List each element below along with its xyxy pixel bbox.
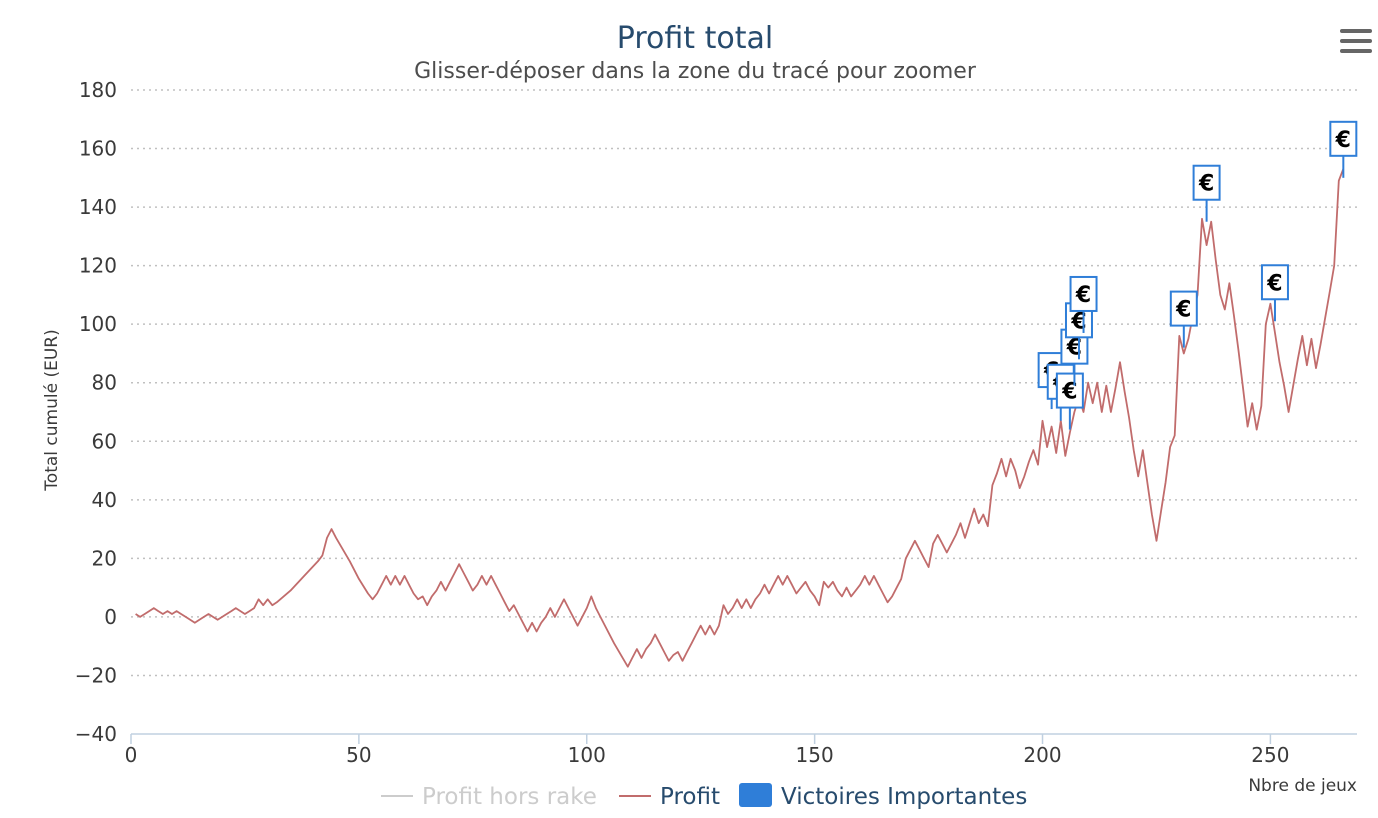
y-tick-label: 100 — [79, 312, 117, 336]
x-tick-label: 0 — [125, 743, 138, 767]
y-axis-ticks: −40 −20 0 20 40 60 80 100 120 140 160 180 — [75, 78, 117, 746]
flag-box — [1192, 164, 1221, 201]
flag-box — [1169, 290, 1198, 327]
y-tick-label: 120 — [79, 254, 117, 278]
y-tick-label: 180 — [79, 78, 117, 102]
victoire-flag[interactable]: € — [1192, 164, 1221, 222]
y-axis-title: Total cumulé (EUR) — [42, 329, 62, 491]
legend: Profit hors rake Profit Victoires Import… — [381, 783, 1027, 810]
y-tick-label: 80 — [92, 371, 117, 395]
x-tick-label: 200 — [1023, 743, 1061, 767]
chart-title: Profit total — [617, 21, 773, 56]
euro-icon: € — [1198, 172, 1214, 197]
y-tick-label: 0 — [104, 605, 117, 629]
y-tick-label: 140 — [79, 195, 117, 219]
legend-item-victoires-importantes[interactable]: Victoires Importantes — [739, 783, 1027, 810]
flag-box — [1055, 372, 1084, 409]
victoire-flag[interactable]: € — [1055, 372, 1084, 430]
y-tick-label: 40 — [92, 488, 117, 512]
legend-symbol-victoires — [739, 783, 772, 807]
y-tick-label: −20 — [75, 663, 117, 687]
legend-label-profit: Profit — [660, 784, 720, 810]
euro-icon: € — [1175, 298, 1191, 323]
victoire-flag[interactable]: € — [1169, 290, 1198, 348]
victoire-flag[interactable]: € — [1069, 275, 1098, 333]
euro-icon: € — [1266, 271, 1282, 296]
x-tick-label: 250 — [1251, 743, 1289, 767]
x-tick-label: 150 — [796, 743, 834, 767]
euro-icon: € — [1075, 283, 1091, 308]
flag-box — [1329, 120, 1358, 157]
euro-icon: € — [1061, 380, 1077, 405]
victoire-flag[interactable]: € — [1260, 264, 1289, 322]
plot-area[interactable] — [135, 168, 1345, 668]
profit-series-line[interactable] — [135, 168, 1345, 668]
flag-box — [1069, 275, 1098, 312]
chart-subtitle: Glisser-déposer dans la zone du tracé po… — [414, 59, 977, 84]
legend-label-victoires: Victoires Importantes — [781, 784, 1027, 810]
y-tick-label: 60 — [92, 429, 117, 453]
grid-lines — [131, 89, 1357, 677]
victoire-flag[interactable]: € — [1329, 120, 1358, 178]
legend-item-profit-hors-rake[interactable]: Profit hors rake — [381, 784, 597, 810]
victoires-flags[interactable]: €€€€€€€€€€ — [1037, 120, 1358, 430]
x-tick-label: 100 — [568, 743, 606, 767]
y-tick-label: 20 — [92, 546, 117, 570]
x-tick-label: 50 — [346, 743, 371, 767]
x-axis: 0 50 100 150 200 250 — [125, 733, 1357, 767]
legend-label-profit-hors-rake: Profit hors rake — [422, 784, 597, 810]
hamburger-menu-icon[interactable] — [1340, 29, 1372, 53]
y-tick-label: −40 — [75, 722, 117, 746]
legend-item-profit[interactable]: Profit — [619, 784, 720, 810]
x-axis-title: Nbre de jeux — [1248, 776, 1357, 796]
y-tick-label: 160 — [79, 137, 117, 161]
euro-icon: € — [1335, 128, 1351, 153]
flag-box — [1260, 264, 1289, 301]
